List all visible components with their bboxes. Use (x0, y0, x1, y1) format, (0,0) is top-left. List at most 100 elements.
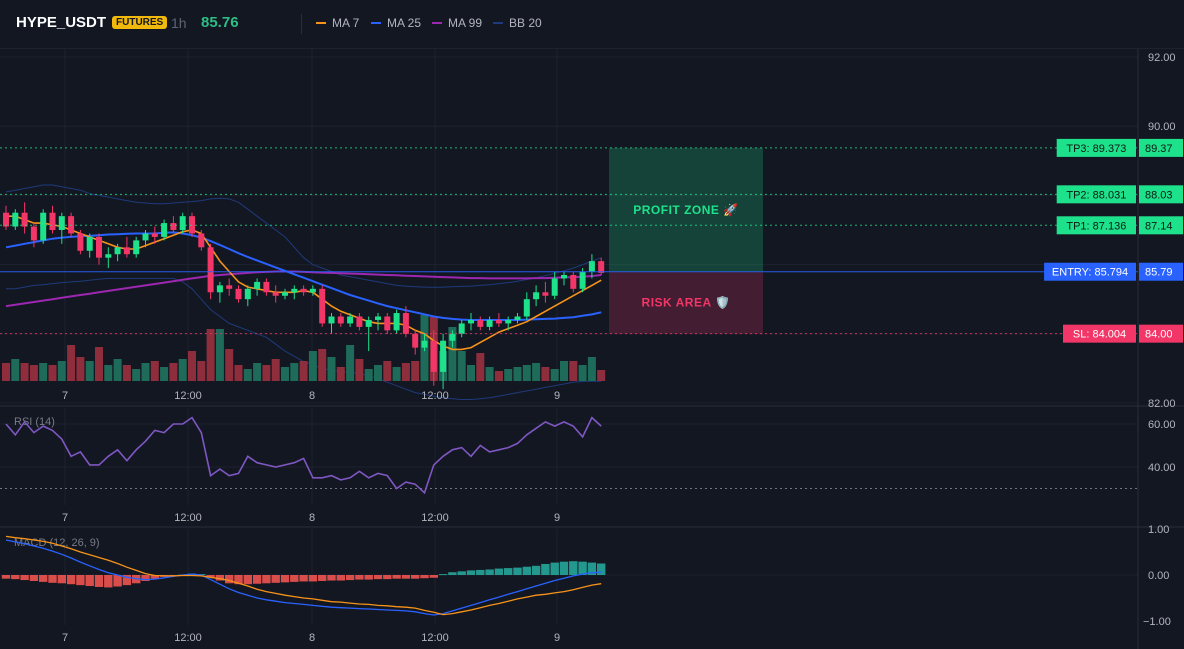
volume-bar (57, 361, 66, 381)
volume-bar (299, 361, 308, 381)
macd-histogram-bar (104, 575, 113, 588)
macd-histogram-bar (364, 575, 373, 580)
macd-histogram-bar (243, 575, 252, 585)
macd-histogram-bar (290, 575, 299, 582)
tp2-axis-tag (1139, 185, 1183, 204)
volume-bar (346, 345, 355, 381)
candle-body (337, 316, 344, 324)
volume-bar (522, 365, 531, 381)
candle-body (114, 247, 121, 255)
sl-axis-tag (1139, 324, 1183, 343)
chart-header: HYPE_USDT FUTURES 1h 85.76 MA 7 MA 25 MA… (0, 0, 1184, 49)
volume-bar (476, 353, 485, 381)
candle-body (161, 223, 168, 237)
legend-bb20[interactable]: BB 20 (493, 16, 542, 30)
macd-histogram-bar (569, 561, 578, 575)
candle-body (523, 299, 530, 317)
legend-ma99[interactable]: MA 99 (432, 16, 482, 30)
macd-histogram-bar (1, 575, 11, 579)
candle-body (430, 340, 437, 372)
macd-y-tick: 1.00 (1148, 524, 1169, 536)
candle-body (272, 292, 279, 296)
volume-bar (104, 365, 113, 381)
macd-signal-line (5, 535, 602, 616)
macd-histogram-bar (513, 567, 522, 575)
futures-badge: FUTURES (112, 16, 168, 29)
macd-histogram-bar (215, 575, 225, 581)
timeframe-label[interactable]: 1h (171, 15, 187, 31)
candle-body (170, 223, 177, 230)
volume-bar (374, 365, 382, 381)
tp1-axis-label: 87.14 (1145, 220, 1173, 232)
volume-bar (132, 369, 141, 381)
macd-histogram-bar (578, 561, 587, 575)
rsi-line (5, 416, 602, 495)
volume-bar (494, 371, 503, 381)
candle-body (365, 319, 372, 327)
macd-histogram-bar (438, 574, 448, 576)
volume-bar (485, 367, 494, 381)
legend-ma99-label: MA 99 (448, 16, 483, 30)
volume-bar (188, 351, 196, 381)
y-tick-label: 90.00 (1148, 121, 1176, 133)
macd-histogram-bar (457, 571, 466, 575)
macd-histogram-bar (420, 575, 429, 579)
tp1-tag-label: TP1: 87.136 (1066, 220, 1126, 232)
volume-bar (206, 329, 215, 381)
candle-body (207, 247, 214, 293)
candle-body (235, 288, 242, 300)
macd-histogram-bar (466, 570, 476, 575)
volume-bar (253, 363, 262, 381)
candle-body (458, 323, 465, 334)
macd-histogram-bar (48, 575, 57, 583)
candle-body (263, 281, 270, 293)
candle-body (375, 316, 381, 320)
entry-tag-label: ENTRY: 85.794 (1052, 267, 1128, 279)
x-tick-label: 8 (309, 512, 315, 524)
volume-bar (467, 365, 475, 381)
legend-ma7-label: MA 7 (332, 16, 360, 30)
volume-bar (327, 357, 336, 381)
candle-body (570, 274, 577, 289)
macd-histogram-bar (20, 575, 29, 581)
candle-body (216, 285, 223, 293)
candle-body (598, 261, 605, 273)
volume-bar (541, 367, 550, 381)
candle-body (40, 212, 47, 241)
volume-bar (197, 361, 206, 381)
y-tick-label: 82.00 (1148, 398, 1176, 410)
volume-bar (569, 361, 578, 381)
legend-ma25[interactable]: MA 25 (371, 16, 421, 30)
volume-bar (281, 367, 289, 381)
ma25-line (5, 231, 602, 321)
candle-body (49, 212, 56, 230)
x-tick-label: 12:00 (421, 390, 449, 402)
x-tick-label: 12:00 (421, 512, 449, 524)
candle-body (551, 278, 558, 296)
macd-histogram-bar (271, 575, 280, 583)
volume-bar (67, 345, 76, 381)
symbol-name[interactable]: HYPE_USDT (16, 14, 107, 31)
x-tick-label: 12:00 (174, 390, 202, 402)
volume-bar (76, 357, 85, 381)
macd-histogram-bar (252, 575, 262, 584)
candle-body (440, 340, 447, 372)
macd-histogram-bar (355, 575, 364, 580)
volume-bar (243, 369, 252, 381)
x-tick-label: 9 (554, 390, 560, 402)
tp2-tag-label: TP2: 88.031 (1066, 189, 1126, 201)
candle-body (579, 271, 586, 289)
ma25-swatch (371, 22, 381, 24)
legend-ma7[interactable]: MA 7 (316, 16, 359, 30)
candle-body (514, 316, 521, 320)
macd-histogram-bar (485, 569, 494, 575)
candle-body (198, 233, 205, 248)
macd-histogram-bar (29, 575, 39, 581)
macd-histogram-bar (559, 561, 569, 575)
volume-bar (383, 361, 392, 381)
volume-bar (364, 369, 373, 381)
candle-body (421, 340, 428, 348)
tp3-tag-label: TP3: 89.373 (1066, 143, 1126, 155)
candle-body (347, 316, 354, 324)
